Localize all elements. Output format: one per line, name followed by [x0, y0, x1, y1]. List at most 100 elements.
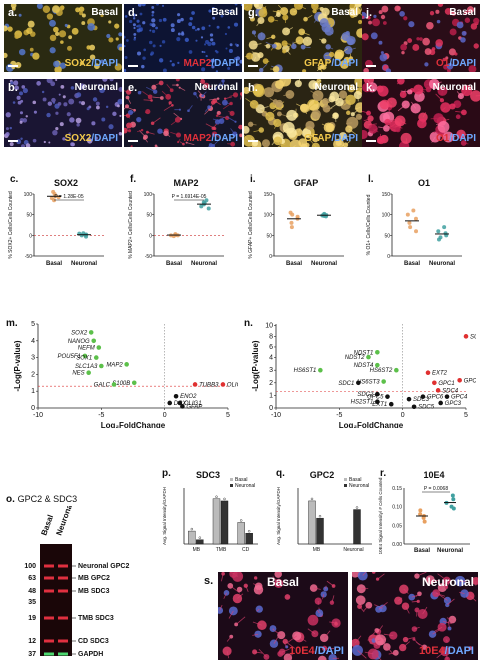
bar: [188, 531, 195, 544]
panel-title: GPC2: [310, 470, 335, 480]
cell-mark: [373, 15, 376, 18]
cell-mark: [216, 70, 218, 72]
panel-label: b.: [8, 82, 18, 94]
cell-mark: [237, 587, 242, 592]
cell-mark: [156, 4, 159, 6]
panel-label: d.: [128, 7, 138, 19]
stain-label: GFAP/DAPI: [304, 133, 358, 144]
data-point: [414, 217, 418, 221]
gene-point: [124, 362, 129, 367]
cell-mark: [106, 106, 108, 108]
gene-label: GPC6: [427, 395, 444, 401]
y-tick-label: 0.15: [392, 486, 402, 492]
cell-mark: [20, 100, 23, 103]
y-tick-label: 0: [31, 405, 35, 412]
data-point: [444, 231, 448, 235]
cell-mark: [153, 90, 157, 94]
process-mark: [188, 105, 192, 110]
gene-point: [91, 339, 96, 344]
gene-label: GFAP: [186, 404, 202, 410]
process-mark: [124, 106, 127, 112]
gene-label: GPC2: [464, 378, 476, 384]
y-tick-label: 0: [149, 233, 152, 239]
cell-mark: [437, 20, 441, 24]
cell-mark: [36, 81, 41, 86]
stain-label: O1/DAPI: [436, 58, 476, 69]
cell-mark: [176, 79, 180, 81]
cell-mark: [48, 101, 52, 105]
data-point: [442, 225, 446, 229]
x-category-label: Basal: [286, 261, 302, 267]
y-tick-label: 100: [382, 213, 391, 219]
panel-title: O1: [418, 178, 430, 188]
gene-point: [174, 394, 179, 399]
y-tick-label: 2: [269, 380, 273, 387]
condition-label: Neuronal: [315, 82, 358, 93]
cell-mark: [381, 51, 384, 54]
cell-mark: [235, 43, 237, 45]
cell-mark: [124, 56, 127, 59]
cell-mark: [300, 104, 308, 112]
y-tick-label: 50: [266, 233, 272, 239]
cell-mark: [34, 111, 37, 114]
bar: [196, 540, 203, 544]
cell-mark: [380, 54, 388, 62]
y-tick-label: 1: [269, 392, 273, 399]
process-mark: [180, 88, 185, 91]
y-tick-label: 100: [24, 192, 33, 198]
panel-label: g.: [248, 7, 258, 19]
panel-label: a.: [8, 7, 17, 19]
cell-mark: [215, 50, 217, 52]
cell-mark: [171, 23, 175, 27]
cell-mark: [457, 22, 464, 29]
x-category-label: Neuronal: [311, 261, 337, 267]
gene-point: [464, 334, 469, 339]
cell-mark: [235, 4, 238, 6]
marker-name: O1: [436, 58, 449, 69]
cell-mark: [60, 40, 64, 44]
process-mark: [378, 574, 385, 579]
cell-mark: [159, 45, 161, 47]
y-tick-label: 3: [269, 367, 273, 374]
cell-mark: [283, 122, 295, 134]
data-point: [408, 225, 412, 229]
cell-mark: [50, 35, 57, 42]
x-tick-label: 0: [401, 412, 405, 419]
y-tick-label: 50: [146, 213, 152, 219]
cell-mark: [422, 38, 430, 46]
cell-mark: [378, 41, 382, 45]
cell-mark: [76, 118, 82, 124]
stain-label: MAP2/DAPI: [184, 133, 238, 144]
y-tick-label: 2: [31, 371, 35, 378]
process-mark: [225, 97, 232, 99]
process-mark: [236, 617, 245, 625]
cell-mark: [112, 112, 116, 116]
panel-label: s.: [204, 575, 213, 587]
marker-name: 10E4: [289, 645, 315, 657]
molecular-weight-label: 63: [28, 575, 36, 582]
bar: [221, 501, 228, 544]
cell-mark: [68, 35, 72, 39]
cell-mark: [67, 46, 72, 51]
cell-mark: [21, 85, 25, 89]
panel-title: 10E4: [423, 470, 444, 480]
cell-mark: [244, 584, 248, 588]
cell-mark: [311, 110, 321, 120]
cell-mark: [152, 11, 155, 14]
cell-mark: [26, 115, 28, 117]
process-mark: [162, 91, 168, 97]
cell-mark: [395, 116, 406, 127]
cell-mark: [456, 114, 461, 119]
cell-mark: [140, 13, 143, 16]
cell-mark: [262, 139, 270, 147]
cell-mark: [151, 14, 153, 16]
cell-mark: [181, 32, 184, 35]
marker-name: SOX2: [65, 133, 92, 144]
panel-title: SOX2: [54, 178, 78, 188]
cell-mark: [63, 95, 66, 98]
